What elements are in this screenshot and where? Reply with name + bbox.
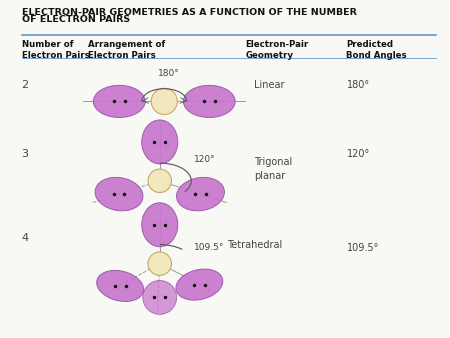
- Text: Number of
Electron Pairs: Number of Electron Pairs: [22, 40, 90, 61]
- Ellipse shape: [184, 85, 235, 118]
- Ellipse shape: [97, 270, 144, 301]
- Text: 3: 3: [22, 149, 29, 159]
- Ellipse shape: [143, 281, 176, 314]
- Text: 180°: 180°: [346, 80, 369, 90]
- Text: ELECTRON-PAIR GEOMETRIES AS A FUNCTION OF THE NUMBER: ELECTRON-PAIR GEOMETRIES AS A FUNCTION O…: [22, 8, 356, 18]
- Ellipse shape: [176, 177, 225, 211]
- Ellipse shape: [148, 252, 171, 275]
- Text: 109.5°: 109.5°: [194, 243, 224, 252]
- Text: Electron-Pair
Geometry: Electron-Pair Geometry: [245, 40, 309, 61]
- Text: 4: 4: [22, 233, 29, 243]
- Ellipse shape: [151, 88, 177, 115]
- Text: Arrangement of
Electron Pairs: Arrangement of Electron Pairs: [88, 40, 165, 61]
- Text: 120°: 120°: [346, 149, 370, 159]
- Text: OF ELECTRON PAIRS: OF ELECTRON PAIRS: [22, 15, 130, 24]
- Text: Tetrahedral: Tetrahedral: [227, 240, 283, 250]
- Ellipse shape: [95, 177, 143, 211]
- Text: Linear: Linear: [254, 80, 285, 90]
- Text: Predicted
Bond Angles: Predicted Bond Angles: [346, 40, 407, 61]
- Ellipse shape: [142, 203, 178, 247]
- Ellipse shape: [148, 169, 171, 193]
- Text: 2: 2: [22, 80, 29, 90]
- Ellipse shape: [142, 120, 178, 164]
- Ellipse shape: [94, 85, 145, 118]
- Text: 109.5°: 109.5°: [346, 243, 379, 254]
- Text: Trigonal
planar: Trigonal planar: [254, 157, 292, 181]
- Text: 120°: 120°: [194, 155, 215, 164]
- Ellipse shape: [176, 269, 223, 300]
- Text: 180°: 180°: [158, 69, 180, 78]
